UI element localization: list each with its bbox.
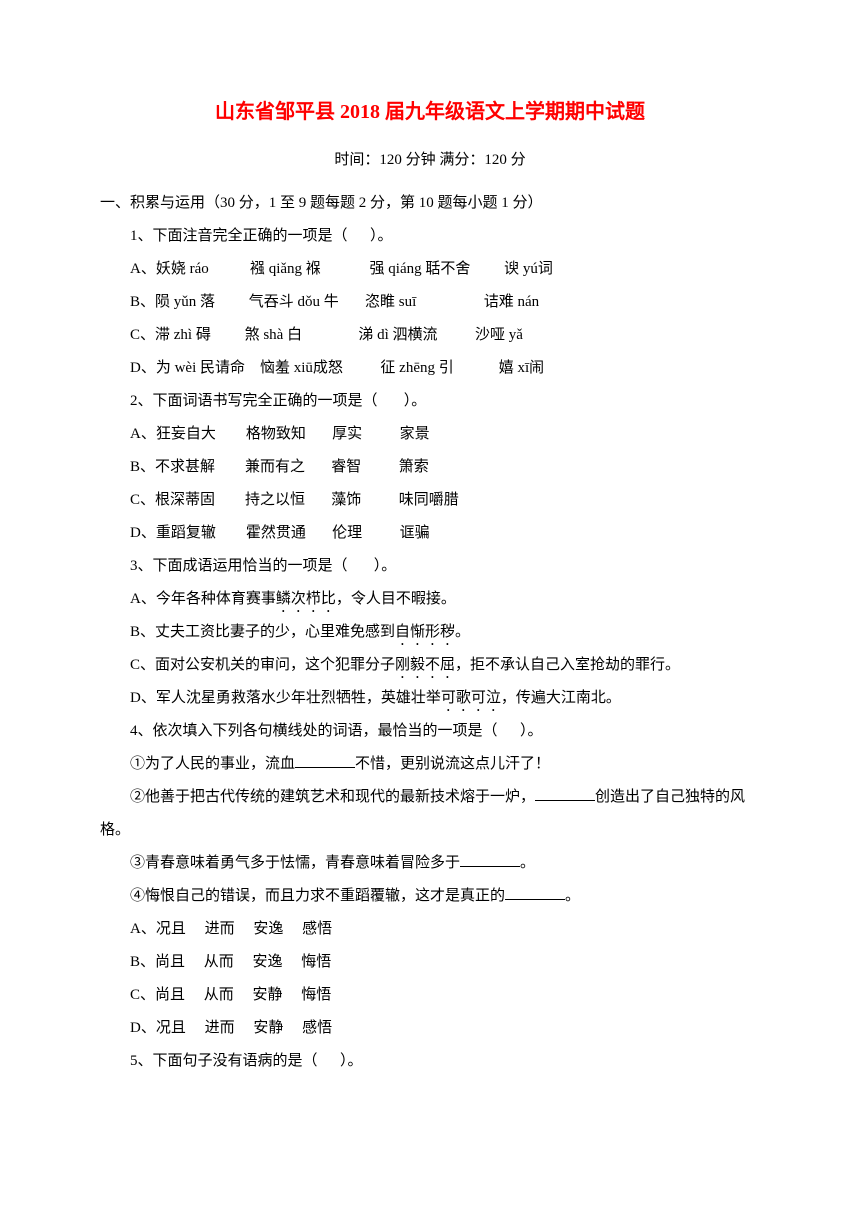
question-4-blank-1: ①为了人民的事业，流血 不惜，更别说流这点儿汗了！ — [100, 748, 760, 781]
q3d-pre: D、军人沈星勇救落水少年壮烈牺牲，英雄壮举 — [130, 690, 441, 706]
section-header: 一、积累与运用（30 分，1 至 9 题每题 2 分，第 10 题每小题 1 分… — [100, 187, 760, 220]
q4s1-pre: ①为了人民的事业，流血 — [130, 756, 295, 772]
q4s4-post: 。 — [565, 888, 580, 904]
q3a-emphasis: 鳞次栉比 — [276, 591, 336, 607]
question-5-stem: 5、下面句子没有语病的是（ ）。 — [100, 1045, 760, 1078]
question-2-option-b: B、不求甚解 兼而有之 睿智 箫索 — [100, 451, 760, 484]
question-4-option-d: D、况且 进而 安静 感悟 — [100, 1012, 760, 1045]
question-4-blank-2: ②他善于把古代传统的建筑艺术和现代的最新技术熔于一炉， 创造出了自己独特的风 — [100, 781, 760, 814]
q3d-post: ，传遍大江南北。 — [501, 690, 621, 706]
q4s4-pre: ④悔恨自己的错误，而且力求不重蹈覆辙，这才是真正的 — [130, 888, 505, 904]
question-1-option-d: D、为 wèi 民请命 恼羞 xiū成怒 征 zhēng 引 嬉 xī闹 — [100, 352, 760, 385]
q3b-post: 。 — [455, 624, 470, 640]
q3d-emphasis: 可歌可泣 — [441, 690, 501, 706]
q4s3-post: 。 — [520, 855, 535, 871]
question-3-option-d: D、军人沈星勇救落水少年壮烈牺牲，英雄壮举可歌可泣，传遍大江南北。 — [100, 682, 760, 715]
q3b-emphasis: 自惭形秽 — [395, 624, 455, 640]
question-4-option-a: A、况且 进而 安逸 感悟 — [100, 913, 760, 946]
question-1-option-a: A、妖娆 ráo 襁 qiǎng 褓 强 qiáng 聒不舍 谀 yú词 — [100, 253, 760, 286]
blank-line — [535, 800, 595, 801]
q3c-emphasis: 刚毅不屈 — [395, 657, 455, 673]
q3a-post: ，令人目不暇接。 — [336, 591, 456, 607]
question-3-option-c: C、面对公安机关的审问，这个犯罪分子刚毅不屈，拒不承认自己入室抢劫的罪行。 — [100, 649, 760, 682]
question-1-option-b: B、陨 yǔn 落 气吞斗 dǒu 牛 恣睢 suī 诘难 nán — [100, 286, 760, 319]
question-4-blank-3: ③青春意味着勇气多于怯懦，青春意味着冒险多于 。 — [100, 847, 760, 880]
question-4-option-b: B、尚且 从而 安逸 悔悟 — [100, 946, 760, 979]
blank-line — [295, 767, 355, 768]
question-1-option-c: C、滞 zhì 碍 煞 shà 白 涕 dì 泗横流 沙哑 yǎ — [100, 319, 760, 352]
q4s2-post1: 创造出了自己独特的风 — [595, 789, 745, 805]
q4s1-post: 不惜，更别说流这点儿汗了！ — [355, 756, 550, 772]
question-2-option-a: A、狂妄自大 格物致知 厚实 家景 — [100, 418, 760, 451]
question-2-stem: 2、下面词语书写完全正确的一项是（ ）。 — [100, 385, 760, 418]
question-4-option-c: C、尚且 从而 安静 悔悟 — [100, 979, 760, 1012]
question-2-option-c: C、根深蒂固 持之以恒 藻饰 味同嚼腊 — [100, 484, 760, 517]
question-2-option-d: D、重蹈复辙 霍然贯通 伦理 诓骗 — [100, 517, 760, 550]
question-1-stem: 1、下面注音完全正确的一项是（ ）。 — [100, 220, 760, 253]
blank-line — [460, 866, 520, 867]
document-subtitle: 时间：120 分钟 满分：120 分 — [100, 144, 760, 177]
q3b-pre: B、丈夫工资比妻子的少，心里难免感到 — [130, 624, 395, 640]
q4s2-pre: ②他善于把古代传统的建筑艺术和现代的最新技术熔于一炉， — [130, 789, 535, 805]
q3c-post: ，拒不承认自己入室抢劫的罪行。 — [455, 657, 680, 673]
q3c-pre: C、面对公安机关的审问，这个犯罪分子 — [130, 657, 395, 673]
question-4-stem: 4、依次填入下列各句横线处的词语，最恰当的一项是（ ）。 — [100, 715, 760, 748]
question-4-blank-2-wrap: 格。 — [100, 814, 760, 847]
question-3-stem: 3、下面成语运用恰当的一项是（ ）。 — [100, 550, 760, 583]
blank-line — [505, 899, 565, 900]
question-3-option-a: A、今年各种体育赛事鳞次栉比，令人目不暇接。 — [100, 583, 760, 616]
question-4-blank-4: ④悔恨自己的错误，而且力求不重蹈覆辙，这才是真正的 。 — [100, 880, 760, 913]
q4s3-pre: ③青春意味着勇气多于怯懦，青春意味着冒险多于 — [130, 855, 460, 871]
q3a-pre: A、今年各种体育赛事 — [130, 591, 276, 607]
document-title: 山东省邹平县 2018 届九年级语文上学期期中试题 — [100, 90, 760, 134]
question-3-option-b: B、丈夫工资比妻子的少，心里难免感到自惭形秽。 — [100, 616, 760, 649]
